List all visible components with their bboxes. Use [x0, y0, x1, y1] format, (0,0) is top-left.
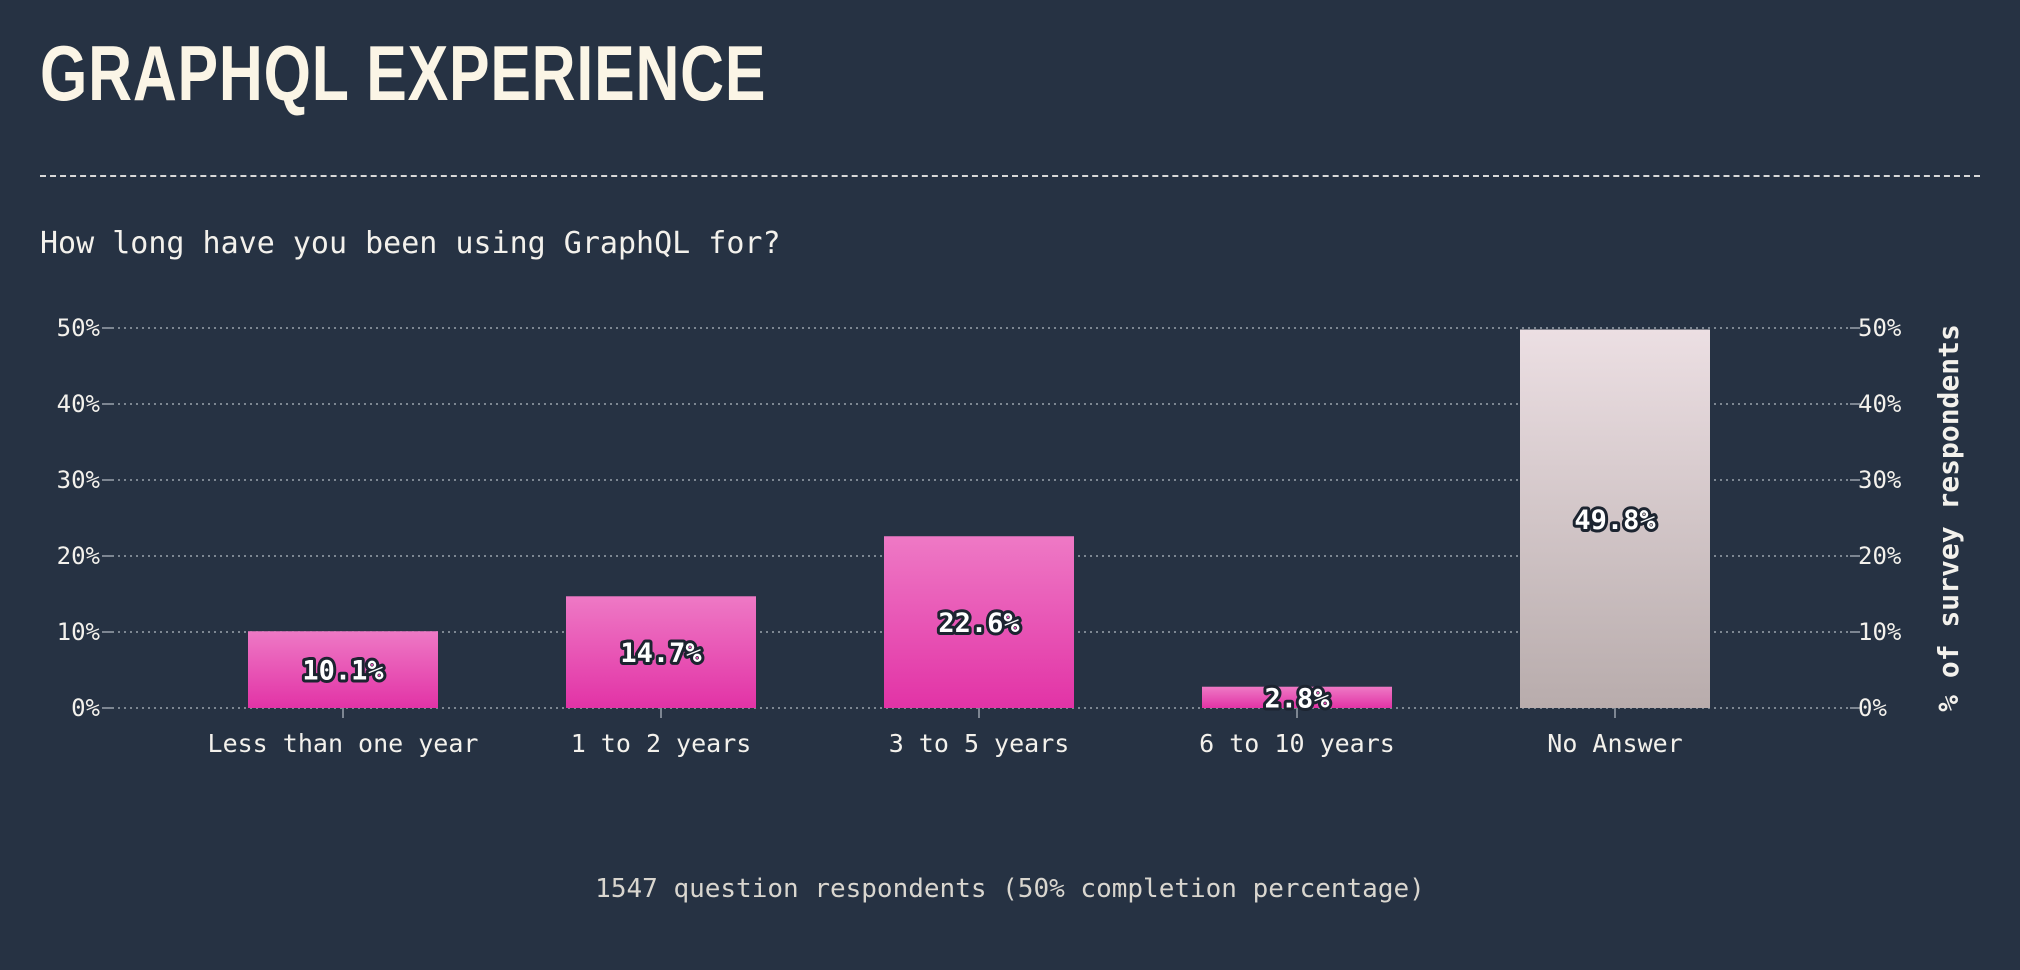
bar-value-label: 10.1%	[302, 656, 384, 687]
y-tick-label-left: 20%	[57, 542, 101, 570]
y-tick-label-right: 30%	[1858, 466, 1902, 494]
x-tick-label: No Answer	[1547, 729, 1682, 758]
bars: 10.1%14.7%22.6%2.8%49.8%	[248, 329, 1710, 717]
y-axis-right-label: % of survey respondents	[1932, 324, 1965, 712]
y-axis-right: 0% 10% 20% 30% 40% 50%	[1850, 314, 1902, 722]
y-tick-label-left: 50%	[57, 314, 101, 342]
y-tick-label-right: 40%	[1858, 390, 1902, 418]
bar-chart: 0% 10% 20% 30% 40% 50% 0% 10% 20% 30% 40% 50% 10.1…	[57, 314, 1965, 758]
bar	[1520, 329, 1710, 708]
respondents-note: 1547 question respondents (50% completio…	[595, 874, 1425, 904]
x-tick-label: Less than one year	[208, 729, 479, 758]
page-title: GRAPHQL EXPERIENCE	[40, 29, 767, 117]
bar	[1202, 686, 1392, 708]
question-text: How long have you been using GraphQL for…	[40, 226, 781, 261]
y-tick-label-left: 30%	[57, 466, 101, 494]
y-tick-label-left: 40%	[57, 390, 101, 418]
y-tick-label-right: 10%	[1858, 618, 1902, 646]
bar-value-label: 22.6%	[938, 608, 1020, 639]
bar-value-label: 49.8%	[1574, 505, 1656, 536]
bar	[884, 536, 1074, 708]
x-axis: Less than one year 1 to 2 years 3 to 5 yea…	[208, 708, 1683, 758]
bar-value-label: 14.7%	[620, 638, 702, 669]
x-tick-label: 3 to 5 years	[889, 729, 1070, 758]
y-tick-label-right: 0%	[1858, 694, 1887, 722]
bar	[566, 596, 756, 708]
y-axis-left: 0% 10% 20% 30% 40% 50%	[57, 314, 112, 722]
y-tick-label-right: 20%	[1858, 542, 1902, 570]
x-tick-label: 6 to 10 years	[1199, 729, 1395, 758]
bar	[248, 631, 438, 708]
x-tick-label: 1 to 2 years	[571, 729, 752, 758]
y-tick-label-right: 50%	[1858, 314, 1902, 342]
header-divider	[40, 175, 1980, 177]
y-tick-label-left: 0%	[71, 694, 100, 722]
y-tick-label-left: 10%	[57, 618, 101, 646]
